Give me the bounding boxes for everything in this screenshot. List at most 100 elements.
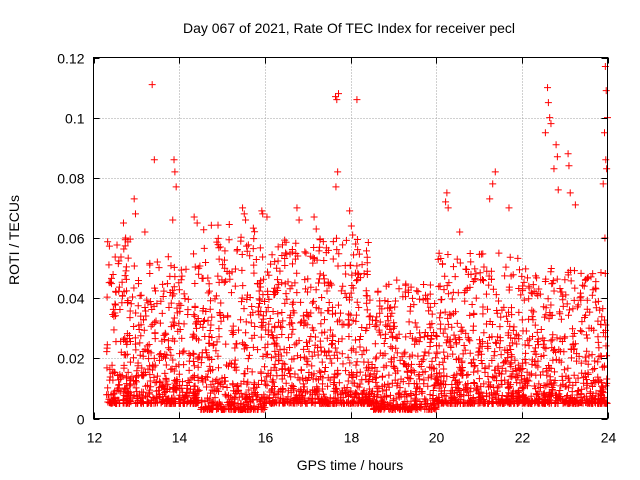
- data-point: [339, 283, 346, 290]
- data-point: [342, 271, 349, 278]
- data-point: [243, 243, 250, 250]
- data-point: [357, 343, 364, 350]
- data-point: [364, 259, 371, 266]
- data-point: [151, 156, 158, 163]
- data-point: [148, 323, 155, 330]
- data-point: [561, 276, 568, 283]
- data-point: [379, 374, 386, 381]
- data-point: [427, 336, 434, 343]
- data-point: [335, 90, 342, 97]
- data-point: [476, 336, 483, 343]
- data-point: [445, 290, 452, 297]
- y-tick-label: 0.04: [57, 291, 84, 307]
- data-point: [193, 325, 200, 332]
- data-point: [554, 276, 561, 283]
- data-point: [467, 350, 474, 357]
- data-point: [353, 362, 360, 369]
- data-point: [228, 289, 235, 296]
- data-point: [568, 354, 575, 361]
- data-point: [308, 362, 315, 369]
- data-point: [413, 287, 420, 294]
- data-point: [452, 336, 459, 343]
- data-point: [246, 352, 253, 359]
- data-point: [582, 354, 589, 361]
- data-point: [161, 370, 168, 377]
- data-point: [571, 285, 578, 292]
- data-point: [356, 384, 363, 391]
- data-point: [530, 308, 537, 315]
- data-point: [463, 372, 470, 379]
- data-point: [547, 268, 554, 275]
- data-point: [595, 344, 602, 351]
- data-point: [348, 222, 355, 229]
- data-point: [282, 290, 289, 297]
- data-point: [215, 235, 222, 242]
- data-point: [339, 241, 346, 248]
- data-point: [457, 259, 464, 266]
- data-point: [437, 283, 444, 290]
- data-point: [224, 313, 231, 320]
- data-point: [374, 289, 381, 296]
- data-point: [522, 359, 529, 366]
- data-point: [359, 351, 366, 358]
- data-point: [542, 129, 549, 136]
- data-point: [293, 270, 300, 277]
- data-point: [212, 394, 219, 401]
- data-point: [171, 156, 178, 163]
- data-point: [258, 377, 265, 384]
- data-point: [183, 266, 190, 273]
- data-point: [443, 189, 450, 196]
- data-point: [201, 333, 208, 340]
- data-point: [332, 93, 339, 100]
- data-point: [195, 271, 202, 278]
- data-point: [136, 339, 143, 346]
- data-point: [415, 372, 422, 379]
- data-point: [339, 360, 346, 367]
- data-point: [591, 365, 598, 372]
- data-point: [303, 361, 310, 368]
- data-point: [232, 283, 239, 290]
- data-point: [415, 288, 422, 295]
- data-point: [104, 341, 111, 348]
- data-point: [437, 321, 444, 328]
- data-point: [267, 315, 274, 322]
- data-point: [450, 263, 457, 270]
- data-point: [409, 295, 416, 302]
- data-point: [206, 280, 213, 287]
- data-point: [330, 238, 337, 245]
- data-point: [142, 383, 149, 390]
- data-point: [221, 247, 228, 254]
- data-point: [427, 343, 434, 350]
- data-point: [274, 276, 281, 283]
- data-point: [278, 279, 285, 286]
- data-point: [191, 362, 198, 369]
- data-point: [309, 260, 316, 267]
- data-point: [132, 346, 139, 353]
- data-point: [301, 276, 308, 283]
- data-point: [505, 204, 512, 211]
- data-point: [333, 235, 340, 242]
- data-point: [297, 299, 304, 306]
- data-point: [544, 84, 551, 91]
- data-point: [250, 235, 257, 242]
- data-point: [514, 255, 521, 262]
- data-point: [522, 265, 529, 272]
- data-point: [148, 301, 155, 308]
- data-point: [208, 222, 215, 229]
- data-point: [521, 297, 528, 304]
- data-point: [226, 360, 233, 367]
- data-point: [217, 311, 224, 318]
- data-point: [275, 281, 282, 288]
- data-point: [566, 306, 573, 313]
- data-point: [353, 277, 360, 284]
- data-point: [546, 114, 553, 121]
- data-point: [548, 280, 555, 287]
- data-point: [146, 341, 153, 348]
- data-point: [249, 368, 256, 375]
- data-point: [163, 362, 170, 369]
- data-point: [390, 319, 397, 326]
- data-point: [554, 334, 561, 341]
- data-point: [449, 295, 456, 302]
- data-point: [146, 270, 153, 277]
- data-point: [569, 305, 576, 312]
